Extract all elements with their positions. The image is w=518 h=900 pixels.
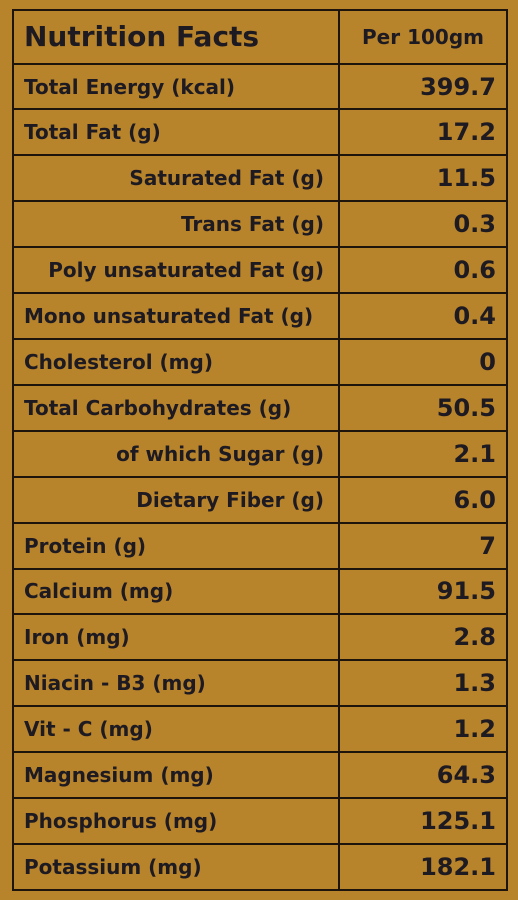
table-row: Dietary Fiber (g) 6.0 [12,475,508,524]
nutrient-label: of which Sugar (g) [12,429,340,478]
table-header-row: Nutrition Facts Per 100gm [12,9,508,65]
table-row: Poly unsaturated Fat (g) 0.6 [12,246,508,295]
nutrient-label: Iron (mg) [12,613,340,662]
nutrient-value: 182.1 [338,842,508,892]
nutrient-value: 64.3 [338,751,508,800]
nutrient-label: Mono unsaturated Fat (g) [12,292,340,340]
nutrient-value: 0.3 [338,200,508,249]
nutrient-label: Vit - C (mg) [12,705,340,754]
nutrient-label: Poly unsaturated Fat (g) [12,246,340,295]
nutrient-value: 399.7 [338,62,508,111]
nutrient-value: 1.3 [338,659,508,708]
table-row: Saturated Fat (g) 11.5 [12,154,508,203]
table-row: Cholesterol (mg) 0 [12,338,508,386]
table-row: Calcium (mg) 91.5 [12,567,508,616]
table-row: Protein (g) 7 [12,521,508,570]
table-row: Mono unsaturated Fat (g) 0.4 [12,292,508,340]
nutrient-value: 11.5 [338,154,508,203]
table-row: Vit - C (mg) 1.2 [12,705,508,754]
table-row: Phosphorus (mg) 125.1 [12,797,508,845]
nutrient-label: Niacin - B3 (mg) [12,659,340,708]
nutrient-value: 0 [338,338,508,386]
nutrient-value: 0.4 [338,292,508,340]
table-row: Total Fat (g) 17.2 [12,108,508,157]
nutrient-label: Calcium (mg) [12,567,340,616]
nutrition-table-body: Nutrition Facts Per 100gm Total Energy (… [12,9,508,892]
table-row: of which Sugar (g) 2.1 [12,429,508,478]
nutrient-label: Total Energy (kcal) [12,62,340,111]
table-row: Niacin - B3 (mg) 1.3 [12,659,508,708]
nutrient-value: 7 [338,521,508,570]
nutrient-label: Total Carbohydrates (g) [12,383,340,432]
table-row: Iron (mg) 2.8 [12,613,508,662]
nutrient-value: 0.6 [338,246,508,295]
nutrient-value: 91.5 [338,567,508,616]
nutrient-label: Cholesterol (mg) [12,338,340,386]
table-row: Total Energy (kcal) 399.7 [12,62,508,111]
nutrient-value: 2.1 [338,429,508,478]
nutrient-label: Total Fat (g) [12,108,340,157]
nutrient-label: Potassium (mg) [12,842,340,892]
table-row: Trans Fat (g) 0.3 [12,200,508,249]
nutrient-label: Dietary Fiber (g) [12,475,340,524]
nutrient-value: 1.2 [338,705,508,754]
nutrient-value: 50.5 [338,383,508,432]
nutrient-label: Protein (g) [12,521,340,570]
table-row: Potassium (mg) 182.1 [12,842,508,892]
nutrient-label: Magnesium (mg) [12,751,340,800]
nutrition-facts-table: Nutrition Facts Per 100gm Total Energy (… [12,9,508,892]
nutrient-value: 17.2 [338,108,508,157]
table-row: Total Carbohydrates (g) 50.5 [12,383,508,432]
nutrient-label: Trans Fat (g) [12,200,340,249]
column-header-per-100gm: Per 100gm [338,9,508,65]
nutrient-value: 125.1 [338,797,508,845]
nutrient-value: 6.0 [338,475,508,524]
table-row: Magnesium (mg) 64.3 [12,751,508,800]
nutrient-value: 2.8 [338,613,508,662]
nutrient-label: Phosphorus (mg) [12,797,340,845]
nutrient-label: Saturated Fat (g) [12,154,340,203]
table-title: Nutrition Facts [12,9,340,65]
